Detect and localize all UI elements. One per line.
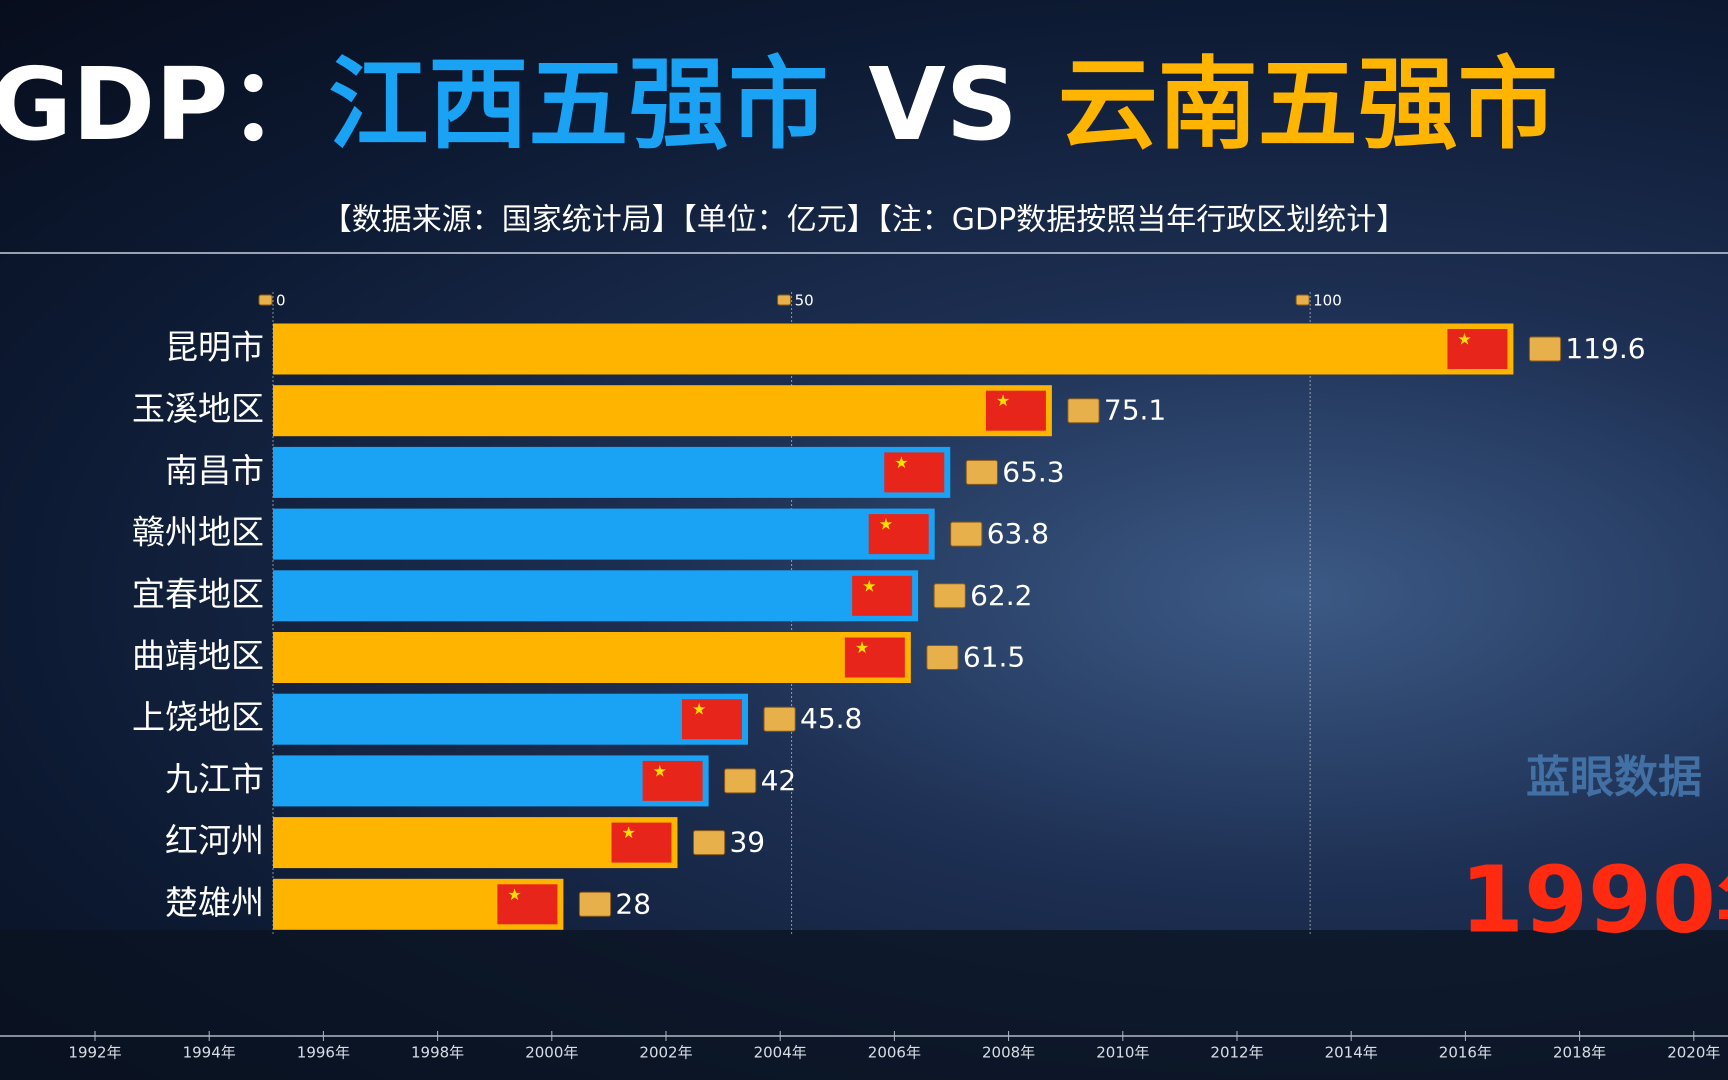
coin-icon (578, 891, 612, 917)
coin-icon (692, 830, 726, 856)
bar (273, 632, 911, 683)
y-tick-label: 曲靖地区 (132, 636, 264, 675)
flag-icon (844, 637, 905, 678)
value-label: 39 (729, 826, 765, 859)
coin-icon (933, 583, 966, 609)
coin-icon (258, 294, 273, 306)
y-tick-label: 红河州 (165, 821, 264, 860)
y-tick-label: 南昌市 (165, 451, 264, 490)
coin-icon (950, 521, 983, 547)
bar (273, 385, 1052, 437)
coin-icon (926, 645, 959, 670)
value-label: 45.8 (800, 702, 862, 735)
flag-icon (642, 760, 703, 801)
x-tick-label: 100 (1313, 292, 1342, 310)
coin-icon (777, 294, 792, 306)
y-tick-label: 赣州地区 (132, 513, 264, 552)
chart-title: GDP：江西五强市 VS 云南五强市 (0, 46, 1558, 163)
title-series: 云南五强市 (1058, 46, 1558, 163)
y-tick-label: 宜春地区 (132, 574, 264, 613)
value-label: 42 (761, 764, 797, 797)
bar (273, 508, 935, 560)
timeline-label: 2020年 (1667, 1044, 1720, 1062)
flag-icon (852, 575, 913, 616)
flag-icon (611, 822, 672, 863)
timeline-label: 2012年 (1210, 1044, 1263, 1062)
flag-star: ★ (855, 638, 869, 657)
value-label: 75.1 (1104, 394, 1166, 427)
flag-star: ★ (692, 700, 706, 719)
timeline-label: 2000年 (525, 1044, 578, 1062)
flag-icon (884, 452, 945, 493)
timeline-label: 2016年 (1439, 1044, 1492, 1062)
timeline-label: 1994年 (183, 1044, 236, 1062)
flag-star: ★ (996, 391, 1010, 410)
coin-icon (1528, 336, 1562, 362)
y-tick-label: 昆明市 (165, 328, 264, 367)
flag-star: ★ (653, 761, 667, 780)
flag-icon (985, 390, 1046, 431)
timeline-label: 2018年 (1553, 1044, 1606, 1062)
bar (273, 570, 919, 622)
value-label: 63.8 (987, 517, 1049, 550)
title-joiner: VS (868, 46, 1017, 163)
current-year: 1990年 (1460, 846, 1728, 953)
timeline-label: 2010年 (1096, 1044, 1149, 1062)
coin-icon (1295, 294, 1310, 306)
bar (273, 693, 749, 745)
timeline-label: 2006年 (868, 1044, 921, 1062)
x-tick-label: 50 (795, 292, 814, 310)
y-tick-label: 上饶地区 (132, 698, 264, 737)
y-tick-label: 九江市 (165, 759, 264, 798)
bar (273, 817, 678, 869)
value-label: 119.6 (1565, 332, 1645, 365)
y-tick-label: 楚雄州 (165, 883, 264, 922)
timeline-label: 1998年 (411, 1044, 464, 1062)
flag-star: ★ (1457, 330, 1471, 349)
timeline-label: 2002年 (639, 1044, 692, 1062)
water (0, 930, 1728, 1080)
flag-icon (868, 514, 929, 555)
flag-star: ★ (862, 576, 876, 595)
flag-star: ★ (621, 823, 635, 842)
y-tick-label: 玉溪地区 (132, 389, 264, 428)
flag-icon (682, 699, 743, 740)
watermark: 蓝眼数据 (1526, 752, 1702, 803)
bar (273, 755, 709, 807)
timeline-label: 1992年 (68, 1044, 121, 1062)
timeline-label: 1996年 (297, 1044, 350, 1062)
coin-icon (1067, 398, 1100, 424)
timeline-label: 2008年 (982, 1044, 1035, 1062)
value-label: 65.3 (1002, 455, 1064, 488)
coin-icon (763, 706, 796, 732)
flag-icon (1447, 329, 1508, 369)
flag-icon (497, 884, 558, 925)
bar (273, 446, 951, 498)
coin-icon (724, 768, 757, 794)
value-label: 28 (615, 887, 651, 920)
flag-star: ★ (507, 885, 521, 904)
subtitle: 【数据来源：国家统计局】【单位：亿元】【注：GDP数据按照当年行政区划统计】 (322, 203, 1406, 238)
bar (273, 323, 1514, 375)
value-label: 62.2 (970, 579, 1032, 612)
title-series: 江西五强市 (328, 46, 828, 163)
flag-star: ★ (894, 453, 908, 472)
timeline-label: 2004年 (754, 1044, 807, 1062)
value-label: 61.5 (963, 641, 1025, 674)
x-tick-label: 0 (276, 292, 286, 310)
timeline-label: 2014年 (1325, 1044, 1378, 1062)
flag-star: ★ (879, 515, 893, 534)
title-prefix: GDP： (0, 46, 328, 163)
coin-icon (965, 459, 998, 485)
